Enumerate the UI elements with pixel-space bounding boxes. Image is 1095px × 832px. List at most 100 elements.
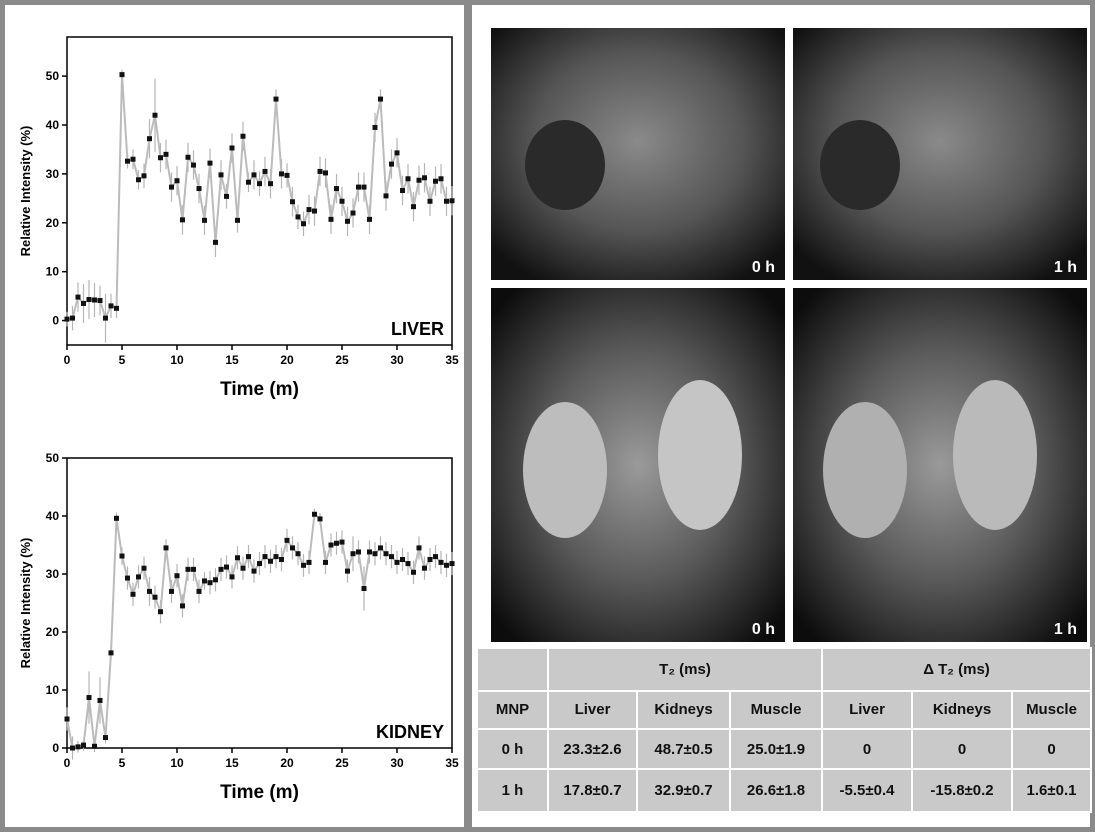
- y-tick-label: 10: [46, 683, 60, 697]
- data-point: [246, 554, 251, 560]
- x-tick-label: 15: [225, 756, 239, 770]
- table-cell: 0: [911, 727, 1013, 771]
- image-label: 1 h: [1054, 621, 1077, 638]
- data-point: [361, 586, 367, 591]
- table-row: T₂ (ms) Δ T₂ (ms): [476, 647, 1092, 692]
- table-cell: -15.8±0.2: [911, 768, 1013, 813]
- annotation: LIVER: [391, 319, 444, 339]
- data-point: [97, 697, 103, 703]
- data-point: [235, 217, 240, 223]
- data-point: [411, 569, 416, 575]
- x-tick-label: 10: [170, 353, 184, 367]
- data-point: [284, 537, 290, 543]
- data-point: [103, 315, 108, 321]
- mri-detail: [823, 402, 907, 538]
- table-cell: 1 h: [476, 768, 549, 813]
- data-point: [383, 193, 389, 199]
- data-point: [383, 551, 389, 557]
- data-point: [444, 562, 449, 568]
- data-point: [279, 557, 284, 562]
- data-point: [158, 609, 163, 615]
- data-point: [75, 744, 81, 750]
- data-point: [185, 154, 191, 160]
- y-tick-label: 10: [46, 265, 60, 279]
- data-point: [301, 562, 306, 568]
- data-point: [108, 303, 114, 309]
- data-point: [119, 72, 125, 78]
- data-point: [174, 573, 180, 579]
- data-point: [108, 650, 114, 656]
- data-point: [394, 559, 400, 565]
- data-point: [378, 545, 383, 551]
- data-point: [257, 181, 262, 187]
- data-point: [169, 588, 174, 594]
- data-point: [422, 175, 427, 181]
- data-point: [207, 160, 213, 166]
- data-point: [273, 554, 279, 560]
- table-cell: Liver: [821, 689, 913, 730]
- data-point: [433, 554, 438, 560]
- data-point: [147, 588, 152, 594]
- table-row: 1 h 17.8±0.7 32.9±0.7 26.6±1.8 -5.5±0.4 -15.8…: [476, 768, 1092, 813]
- data-point: [64, 716, 70, 722]
- data-point: [202, 217, 207, 223]
- data-point: [400, 188, 405, 194]
- data-point: [130, 591, 136, 597]
- data-point: [295, 214, 301, 220]
- data-point: [224, 193, 229, 199]
- data-point: [191, 566, 196, 572]
- data-point: [229, 145, 235, 151]
- x-tick-label: 5: [119, 756, 126, 770]
- data-point: [163, 151, 169, 157]
- table-cell: [476, 647, 549, 692]
- data-point: [152, 112, 158, 118]
- table-cell: 1.6±0.1: [1011, 768, 1092, 813]
- data-point: [213, 577, 218, 583]
- data-point: [317, 168, 323, 174]
- data-point: [328, 542, 334, 548]
- data-point: [356, 184, 361, 190]
- mri-detail: [523, 402, 607, 538]
- data-point: [268, 558, 273, 564]
- data-point: [224, 564, 229, 570]
- mri-detail: [658, 380, 742, 530]
- table-cell: Kidneys: [911, 689, 1013, 730]
- data-point: [334, 540, 339, 546]
- table-group-header: T₂ (ms): [547, 647, 823, 692]
- data-point: [350, 210, 356, 216]
- data-point: [356, 549, 361, 555]
- data-point: [86, 297, 92, 303]
- data-point: [114, 515, 119, 521]
- data-point: [444, 198, 449, 204]
- data-point: [218, 566, 224, 572]
- data-point: [416, 545, 422, 551]
- y-tick-label: 30: [46, 567, 60, 581]
- mri-panels: 0 h 1 h 0 h 1 h: [491, 28, 1087, 642]
- data-point: [262, 168, 268, 174]
- data-point: [114, 305, 119, 311]
- data-point: [240, 133, 246, 139]
- x-tick-label: 30: [390, 756, 404, 770]
- x-tick-label: 5: [119, 353, 126, 367]
- data-point: [367, 549, 372, 555]
- table-cell: MNP: [476, 689, 549, 730]
- data-point: [152, 594, 158, 600]
- x-tick-label: 25: [335, 756, 349, 770]
- table-cell: Kidneys: [636, 689, 731, 730]
- x-tick-label: 35: [445, 353, 459, 367]
- data-point: [218, 172, 224, 178]
- data-point: [438, 176, 444, 182]
- data-point: [306, 207, 312, 213]
- data-point: [405, 561, 411, 567]
- data-point: [202, 578, 207, 584]
- table-cell: 0: [821, 727, 913, 771]
- data-point: [229, 574, 235, 580]
- x-tick-label: 20: [280, 756, 294, 770]
- data-point: [196, 588, 202, 594]
- data-point: [70, 315, 75, 321]
- data-point: [169, 184, 174, 190]
- table-cell: 0 h: [476, 727, 549, 771]
- data-line: [66, 74, 453, 321]
- y-tick-label: 50: [46, 451, 60, 465]
